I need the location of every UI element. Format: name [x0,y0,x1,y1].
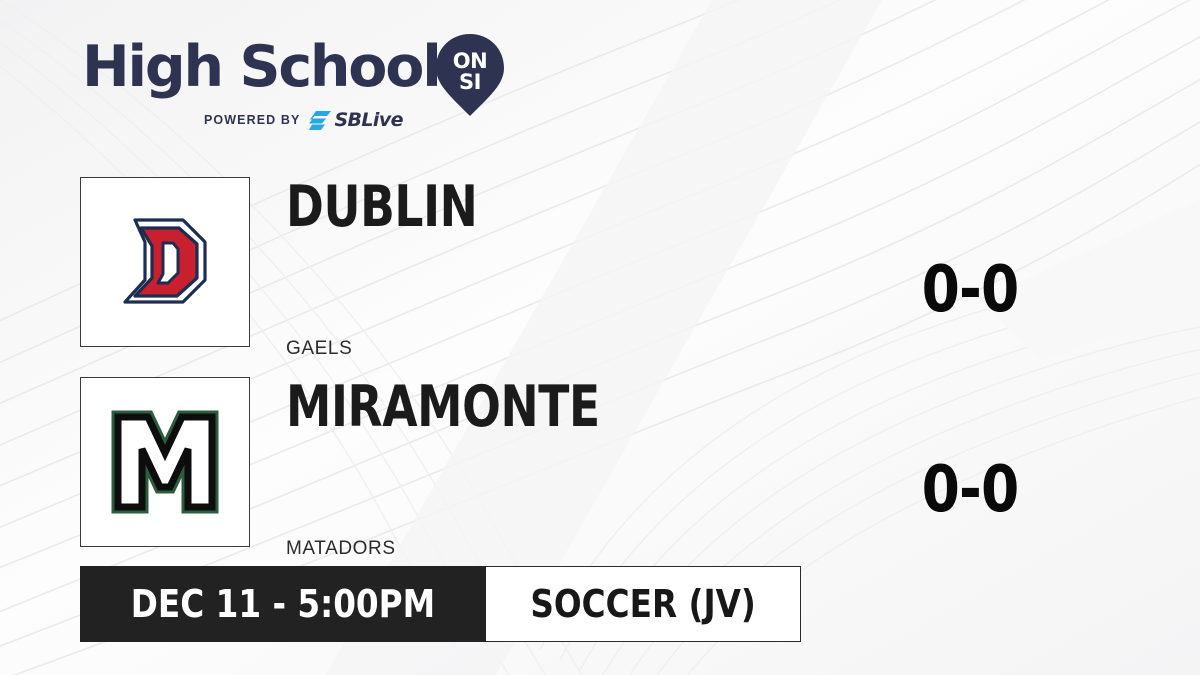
team-mascot-miramonte: MATADORS [286,538,396,559]
team-mascot-dublin: GAELS [286,338,353,359]
sblive-logo: SBLive [309,109,404,131]
team-score-miramonte: 0-0 [921,453,1020,527]
event-datetime-chip: DEC 11 - 5:00PM [80,566,486,642]
team-logo-miramonte [80,377,250,547]
brand-lockup: High School ON SI POWERED BY SBLive [82,34,504,134]
miramonte-m-logo-icon [111,410,219,514]
onsi-pin-line1: ON [453,49,487,73]
event-datetime-text: DEC 11 - 5:00PM [130,582,436,626]
event-info-bar: DEC 11 - 5:00PM SOCCER (JV) [80,566,802,642]
sblive-wordmark: SBLive [334,109,403,131]
team-name-dublin: DUBLIN [286,174,478,240]
high-school-wordmark: High School [82,34,442,100]
powered-by-label: POWERED BY [204,113,301,127]
powered-by-row: POWERED BY SBLive [204,109,404,131]
event-sport-chip: SOCCER (JV) [485,566,802,642]
sblive-bolt-icon [309,110,332,130]
team-logo-dublin [80,177,250,347]
team-score-dublin: 0-0 [921,253,1020,327]
dublin-d-logo-icon [123,218,207,304]
team-name-miramonte: MIRAMONTE [286,374,600,440]
onsi-pin-line2: SI [459,70,481,94]
event-sport-text: SOCCER (JV) [530,582,756,626]
onsi-pin-icon: ON SI [436,34,504,116]
